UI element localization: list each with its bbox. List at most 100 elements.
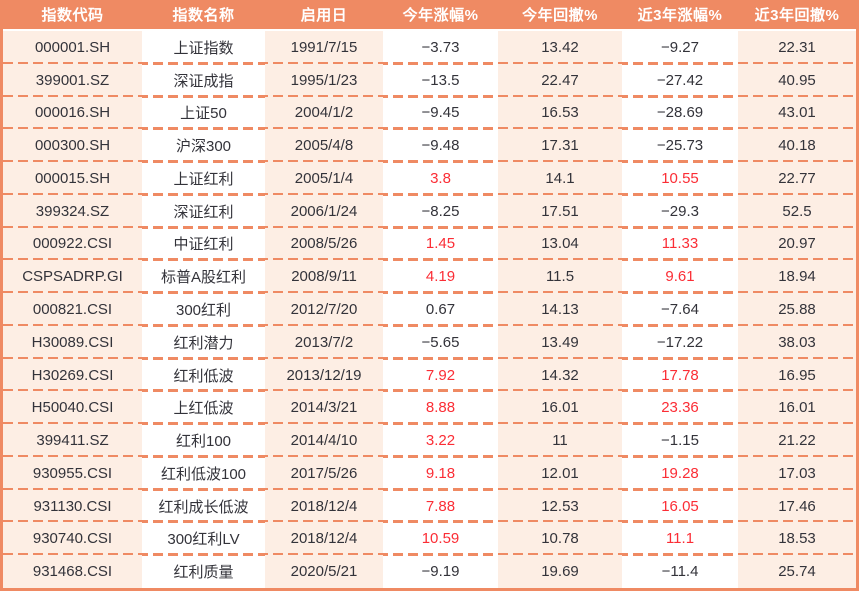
cell-ytd-drawdown: 16.01: [498, 391, 622, 425]
cell-3y-drawdown: 38.03: [738, 325, 856, 359]
cell-index-code: 399324.SZ: [3, 194, 142, 228]
cell-3y-gain: 19.28: [661, 464, 699, 482]
cell-index-code: 000001.SH: [3, 31, 142, 64]
cell-3y-gain: −1.15: [661, 432, 699, 450]
cell-launch-date: 2014/3/21: [265, 391, 383, 425]
cell-index-name: 深证红利: [173, 203, 234, 221]
table-row: 931468.CSI 红利质量 2020/5/21 −9.19 19.69 −1…: [3, 555, 856, 589]
cell-ytd-gain: 4.19: [425, 268, 456, 286]
cell-launch-date: 1995/1/23: [265, 63, 383, 97]
cell-ytd-gain: −3.73: [421, 38, 460, 56]
cell-ytd-drawdown: 22.47: [498, 63, 622, 97]
cell-3y-drawdown: 40.18: [738, 129, 856, 163]
cell-ytd-gain: −8.25: [421, 202, 460, 220]
cell-3y-drawdown: 52.5: [738, 194, 856, 228]
cell-ytd-drawdown: 13.42: [498, 31, 622, 64]
cell-3y-gain: 16.05: [661, 497, 699, 515]
cell-index-code: 000922.CSI: [3, 227, 142, 261]
cell-launch-date: 2004/1/2: [265, 96, 383, 130]
cell-3y-gain: −29.3: [661, 202, 699, 220]
cell-index-code: 000016.SH: [3, 96, 142, 130]
cell-ytd-gain: −9.19: [421, 563, 460, 581]
cell-launch-date: 2014/4/10: [265, 424, 383, 457]
table-row: 000922.CSI 中证红利 2008/5/26 1.45 13.04 11.…: [3, 227, 856, 262]
cell-index-name: 标普A股红利: [160, 269, 246, 287]
cell-3y-drawdown: 16.95: [738, 358, 856, 392]
cell-3y-drawdown: 16.01: [738, 391, 856, 425]
cell-3y-gain: −11.4: [661, 563, 699, 581]
cell-3y-gain: 11.33: [661, 235, 699, 253]
cell-ytd-drawdown: 17.51: [498, 194, 622, 228]
table-header-row: 指数代码 指数名称 启用日 今年涨幅% 今年回撤% 近3年涨幅% 近3年回撤%: [3, 0, 856, 31]
table-row: 399411.SZ 红利100 2014/4/10 3.22 11 −1.15 …: [3, 424, 856, 458]
cell-launch-date: 2017/5/26: [265, 456, 383, 490]
cell-ytd-drawdown: 10.78: [498, 522, 622, 556]
cell-3y-gain: −9.27: [661, 38, 699, 56]
cell-3y-drawdown: 40.95: [738, 63, 856, 97]
cell-3y-gain: 10.55: [661, 169, 699, 187]
cell-launch-date: 2006/1/24: [265, 194, 383, 228]
cell-launch-date: 2012/7/20: [265, 293, 383, 326]
cell-index-code: 930955.CSI: [3, 456, 142, 490]
col-header-ytd-drawdown: 今年回撤%: [522, 7, 598, 24]
cell-3y-drawdown: 20.97: [738, 227, 856, 261]
cell-ytd-gain: 7.88: [425, 497, 456, 515]
cell-index-code: 000821.CSI: [3, 293, 142, 326]
cell-3y-gain: −7.64: [661, 301, 699, 318]
cell-index-name: 上证红利: [173, 170, 234, 188]
cell-ytd-drawdown: 11.5: [498, 260, 622, 294]
table-row: 930955.CSI 红利低波100 2017/5/26 9.18 12.01 …: [3, 456, 856, 491]
cell-index-code: 000015.SH: [3, 162, 142, 195]
cell-index-name: 红利潜力: [173, 334, 234, 352]
table-row: H30269.CSI 红利低波 2013/12/19 7.92 14.32 17…: [3, 358, 856, 393]
table-row: 399324.SZ 深证红利 2006/1/24 −8.25 17.51 −29…: [3, 194, 856, 229]
table-row: 000015.SH 上证红利 2005/1/4 3.8 14.1 10.55 2…: [3, 162, 856, 196]
cell-ytd-gain: 0.67: [425, 301, 456, 318]
col-header-ytd-gain: 今年涨幅%: [402, 7, 479, 24]
cell-index-name: 深证成指: [173, 72, 234, 90]
cell-launch-date: 2018/12/4: [265, 522, 383, 556]
cell-index-name: 中证红利: [173, 236, 234, 254]
cell-index-name: 300红利LV: [167, 531, 240, 549]
table-row: 000016.SH 上证50 2004/1/2 −9.45 16.53 −28.…: [3, 96, 856, 131]
cell-3y-drawdown: 17.46: [738, 489, 856, 523]
cell-ytd-gain: 8.88: [425, 399, 456, 417]
table-row: 000821.CSI 300红利 2012/7/20 0.67 14.13 −7…: [3, 293, 856, 327]
cell-index-name: 红利成长低波: [158, 498, 249, 516]
table-row: 399001.SZ 深证成指 1995/1/23 −13.5 22.47 −27…: [3, 63, 856, 98]
cell-ytd-gain: 10.59: [421, 530, 460, 548]
cell-index-name: 红利低波100: [160, 465, 247, 483]
table-row: 931130.CSI 红利成长低波 2018/12/4 7.88 12.53 1…: [3, 489, 856, 524]
cell-ytd-drawdown: 14.32: [498, 358, 622, 392]
cell-3y-drawdown: 22.31: [738, 31, 856, 64]
cell-index-name: 红利低波: [173, 367, 234, 385]
cell-ytd-drawdown: 11: [498, 424, 622, 457]
col-header-index-name: 指数名称: [172, 7, 235, 24]
cell-ytd-gain: −9.45: [421, 104, 460, 122]
cell-ytd-gain: −13.5: [421, 71, 460, 89]
cell-ytd-drawdown: 14.13: [498, 293, 622, 326]
cell-ytd-drawdown: 19.69: [498, 555, 622, 589]
col-header-3y-drawdown: 近3年回撤%: [754, 7, 840, 24]
cell-index-code: CSPSADRP.GI: [3, 260, 142, 294]
table-row: CSPSADRP.GI 标普A股红利 2008/9/11 4.19 11.5 9…: [3, 260, 856, 294]
cell-3y-gain: 9.61: [665, 268, 695, 286]
cell-index-name: 上证指数: [173, 39, 234, 57]
cell-index-code: 931468.CSI: [3, 555, 142, 589]
cell-index-code: 930740.CSI: [3, 522, 142, 556]
cell-launch-date: 2013/7/2: [265, 325, 383, 359]
cell-launch-date: 2013/12/19: [265, 358, 383, 392]
cell-3y-drawdown: 21.22: [738, 424, 856, 457]
col-header-launch-date: 启用日: [300, 7, 348, 24]
table-row: 000300.SH 沪深300 2005/4/8 −9.48 17.31 −25…: [3, 129, 856, 163]
cell-ytd-gain: 3.22: [425, 432, 456, 450]
cell-index-name: 红利100: [175, 433, 232, 451]
cell-ytd-drawdown: 13.04: [498, 227, 622, 261]
cell-3y-gain: −25.73: [656, 137, 704, 155]
cell-ytd-gain: 7.92: [425, 366, 456, 384]
cell-index-name: 红利质量: [173, 564, 234, 582]
cell-index-code: 399001.SZ: [3, 63, 142, 97]
cell-index-name: 300红利: [175, 302, 232, 319]
cell-index-code: 000300.SH: [3, 129, 142, 163]
